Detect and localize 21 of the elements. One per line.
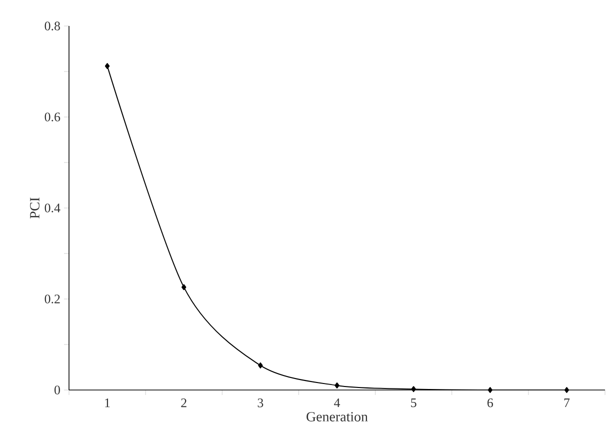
y-axis-title: PCI [30, 198, 40, 218]
x-tick-label: 4 [334, 398, 340, 408]
y-tick-label: 0.4 [44, 204, 60, 212]
point [104, 63, 110, 70]
y-tick-label: 0.2 [44, 294, 60, 304]
x-tick-label: 2 [181, 398, 186, 408]
x-tick-label: 1 [105, 398, 110, 408]
point [564, 387, 570, 393]
y-tick-label: 0 [54, 386, 60, 394]
point [488, 387, 493, 393]
x-tick-label: 5 [411, 398, 416, 408]
y-tick-label: 0.6 [44, 112, 60, 122]
x-tick-label: 7 [564, 398, 570, 407]
x-tick-label: 3 [258, 398, 264, 408]
point [411, 386, 416, 392]
y-tick-label: 0.8 [44, 22, 60, 30]
point [258, 362, 263, 368]
point [181, 284, 186, 290]
point [334, 382, 340, 388]
x-axis-title: Generation [306, 412, 368, 422]
x-tick-label: 6 [487, 398, 494, 408]
